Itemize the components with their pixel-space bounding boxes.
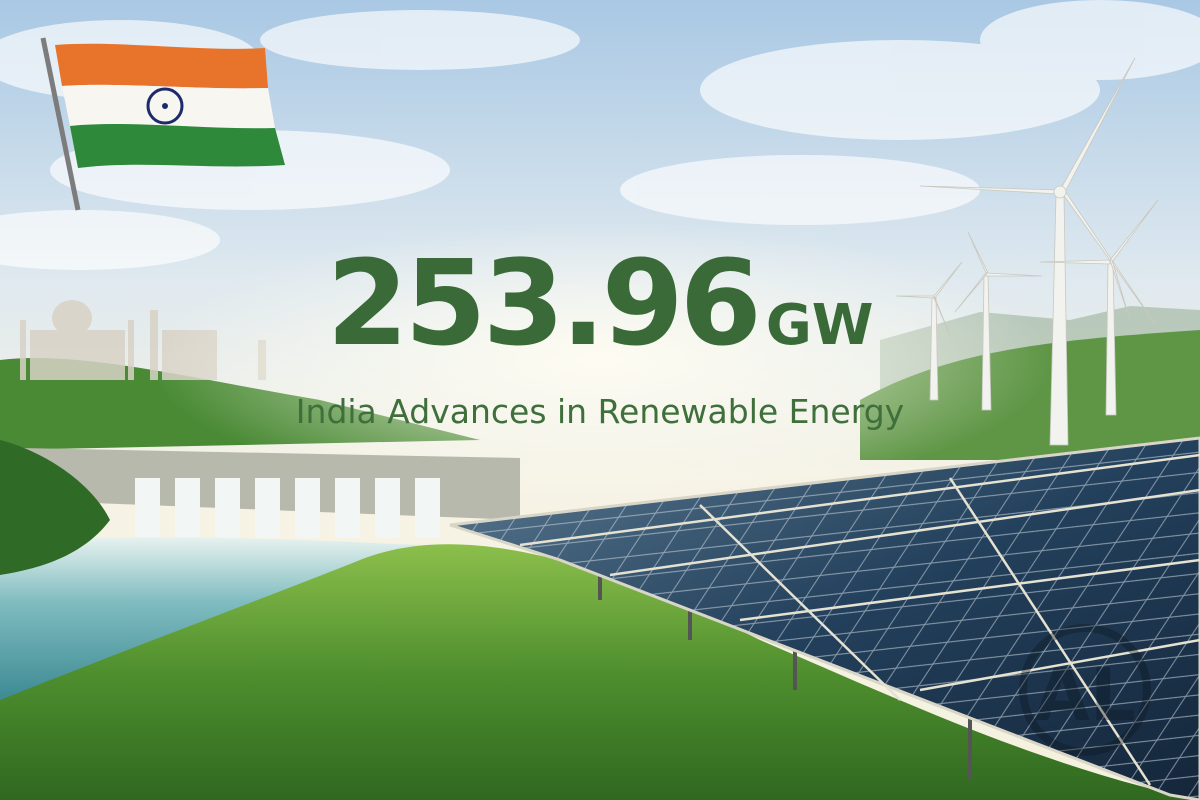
wind-turbine-icon xyxy=(954,231,1043,411)
ashoka-chakra-icon xyxy=(146,87,184,125)
wind-turbine-icon xyxy=(919,57,1157,446)
wind-turbine-icon xyxy=(1039,199,1159,416)
india-flag xyxy=(40,37,285,211)
watermark-text: AL xyxy=(1034,653,1136,737)
capacity-value: 253.96 xyxy=(326,234,761,372)
dam xyxy=(20,448,520,538)
watermark-logo: AL xyxy=(1019,624,1151,756)
left-trees xyxy=(0,440,110,575)
subtitle: India Advances in Renewable Energy xyxy=(295,392,905,431)
grass-hill xyxy=(0,544,1200,800)
headline: 253.96 GW xyxy=(0,238,1200,368)
capacity-unit: GW xyxy=(765,293,874,358)
wind-turbines xyxy=(895,57,1159,446)
wind-turbine-icon xyxy=(895,261,963,401)
solar-panel-array xyxy=(449,436,1200,800)
haze xyxy=(150,220,1050,500)
